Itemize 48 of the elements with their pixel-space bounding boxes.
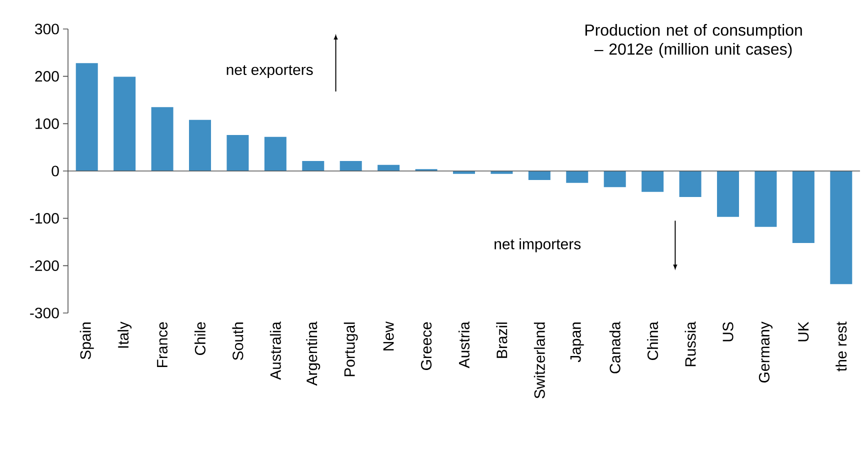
y-tick-label: -200 (30, 260, 59, 271)
x-tick-label: Australia (270, 322, 281, 380)
y-tick-label: 0 (52, 166, 59, 176)
x-tick-label: Canada (609, 322, 620, 374)
y-tick-label: 200 (35, 71, 59, 82)
x-tick-label: Spain (80, 322, 94, 360)
bar (264, 136, 286, 171)
x-tick-label: UK (798, 322, 809, 342)
bar (76, 63, 98, 171)
bar (604, 171, 626, 188)
bar (226, 135, 249, 171)
x-tick-label: South (232, 322, 244, 360)
x-tick-label: Germany (758, 322, 773, 382)
x-tick-label: Japan (570, 322, 584, 362)
annotation: net exporters (226, 65, 313, 78)
bar (114, 76, 136, 171)
bar (302, 161, 324, 171)
x-tick-label: France (157, 322, 168, 367)
y-tick-label: -100 (30, 213, 59, 224)
y-tick-label: -300 (30, 308, 59, 318)
bar (792, 171, 814, 243)
bar (642, 171, 664, 192)
x-tick-label: Italy (118, 322, 132, 348)
x-tick-label: China (647, 322, 658, 360)
x-tick-label: Portugal (344, 322, 358, 376)
bar (189, 120, 211, 171)
bar (679, 171, 702, 198)
x-tick-label: Russia (684, 322, 696, 366)
x-tick-label: Chile (194, 322, 206, 355)
bar (566, 171, 588, 183)
x-tick-label: US (722, 322, 734, 342)
chart-title: Production net of consumption – 2012e (million unit cases) (585, 24, 802, 58)
x-tick-label: the rest (836, 322, 847, 372)
x-tick-label: New (383, 322, 394, 350)
x-tick-label: Greece (420, 322, 432, 370)
bar (830, 171, 852, 284)
bar (151, 107, 174, 171)
x-tick-label: Switzerland (534, 322, 545, 398)
bar (754, 171, 777, 227)
bar (528, 171, 550, 180)
y-tick-label: 100 (36, 118, 59, 129)
y-tick-label: 300 (35, 24, 59, 34)
annotation: net importers (494, 238, 581, 252)
x-tick-label: Austria (458, 322, 470, 368)
bar (717, 171, 740, 217)
bar (340, 161, 362, 171)
x-tick-label: Brazil (496, 322, 508, 358)
x-tick-label: Argentina (306, 322, 320, 386)
